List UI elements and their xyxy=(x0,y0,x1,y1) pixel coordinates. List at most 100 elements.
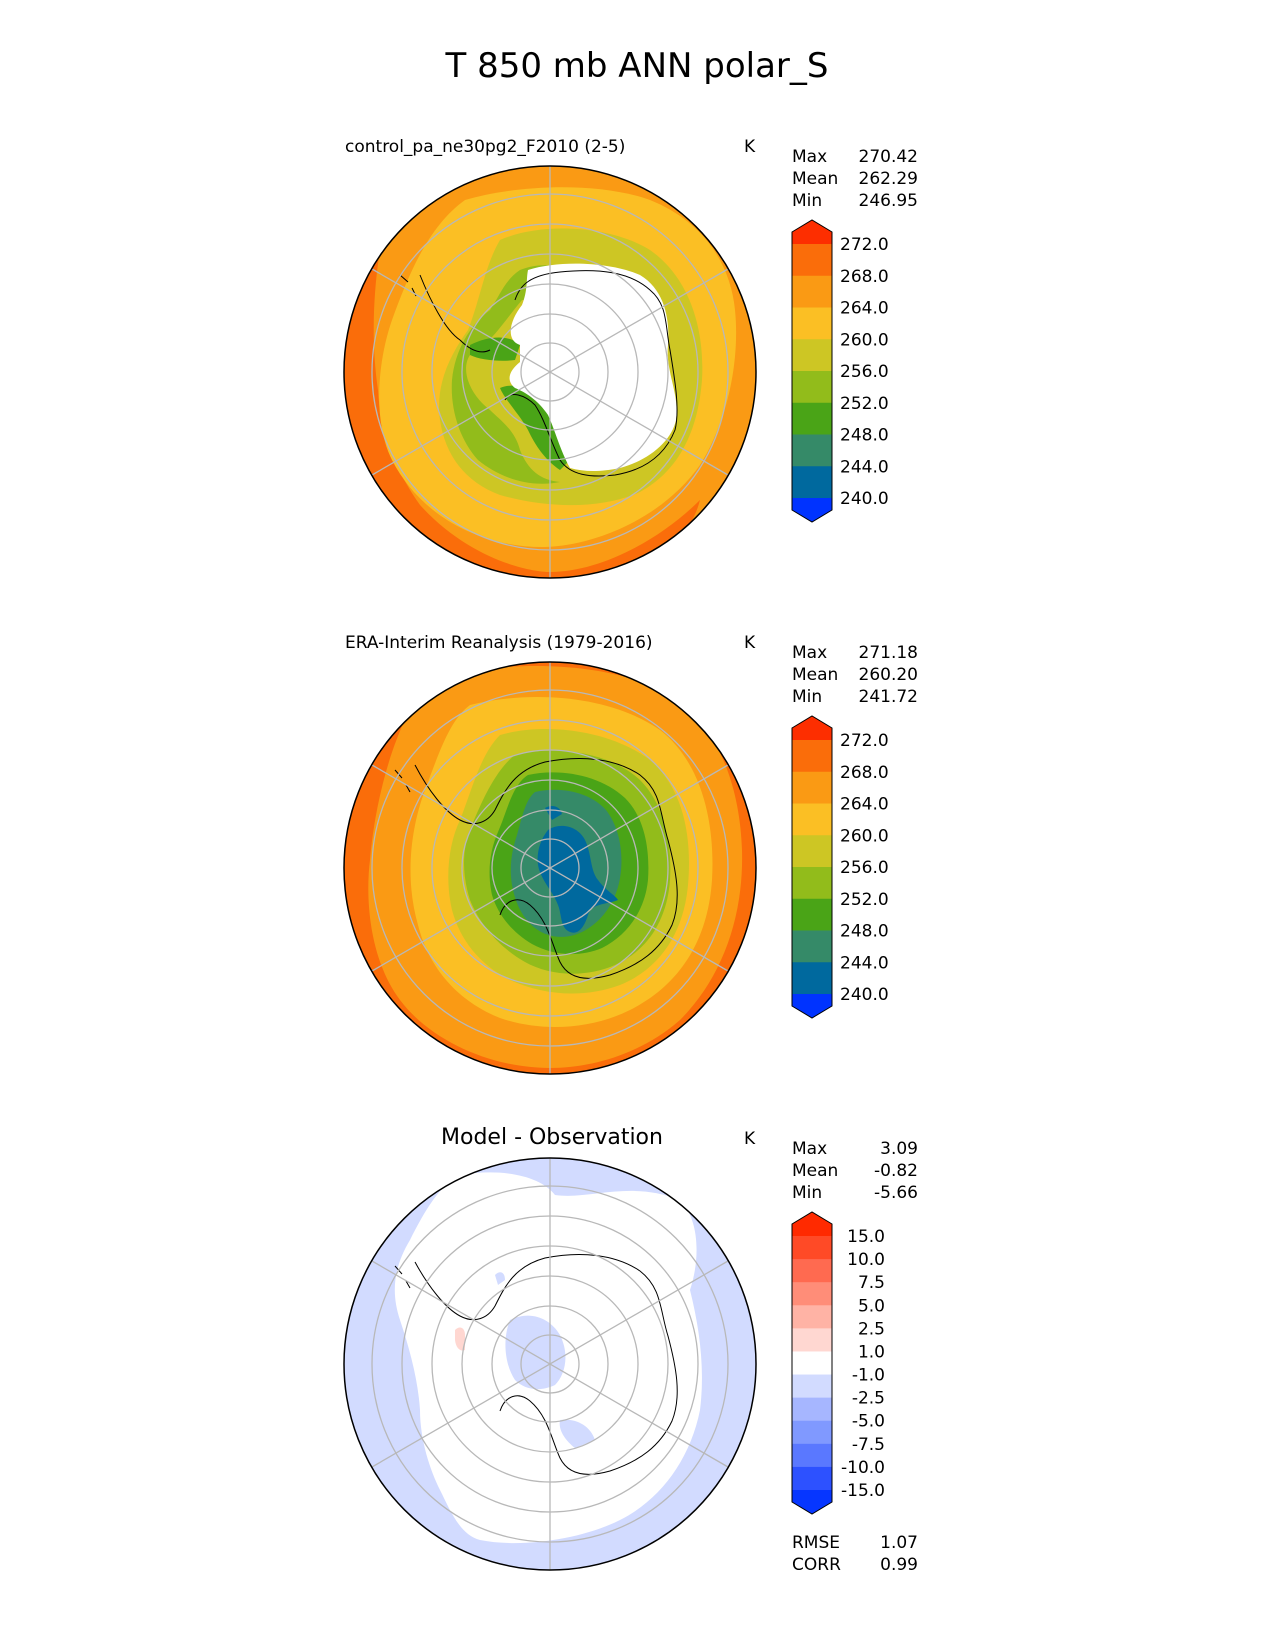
colorbar-extension-max xyxy=(792,1212,832,1236)
stat-value: 241.72 xyxy=(859,687,918,707)
colorbar-tick-label: 252.0 xyxy=(840,890,889,910)
colorbar-band xyxy=(792,1236,832,1260)
stat-value: 271.18 xyxy=(859,643,918,663)
panel-ref-units: K xyxy=(744,633,756,653)
colorbar-band xyxy=(792,962,832,995)
colorbar-tick-label: 248.0 xyxy=(840,922,889,942)
colorbar-tick-label: 244.0 xyxy=(840,457,889,477)
meridian-line xyxy=(371,1260,729,1468)
stat-value: 270.42 xyxy=(859,147,918,167)
colorbar-outline xyxy=(791,219,833,523)
colorbar-tick-label: 248.0 xyxy=(840,426,889,446)
colorbar-band xyxy=(792,371,832,404)
colorbar-band xyxy=(792,339,832,372)
meridian-line xyxy=(371,764,729,972)
colorbar-band xyxy=(792,803,832,836)
polar-grid xyxy=(371,166,729,578)
colorbar: 272.0 268.0 264.0 260.0 256.0 252.0 248.0 244.0… xyxy=(791,219,889,523)
stat-value: 3.09 xyxy=(880,1139,918,1159)
colorbar-tick-label: 260.0 xyxy=(840,330,889,350)
metric-value: 0.99 xyxy=(880,1555,918,1575)
colorbar-extension-max xyxy=(792,220,832,244)
colorbar-tick-label: 15.0 xyxy=(847,1227,885,1247)
panel-test: control_pa_ne30pg2_F2010 (2-5) K Max 270… xyxy=(343,137,918,579)
stat-label: Min xyxy=(792,687,822,707)
colorbar-band xyxy=(792,1351,832,1376)
stat-label: Min xyxy=(792,1183,822,1203)
metric-label: RMSE xyxy=(792,1533,840,1553)
stat-label: Max xyxy=(792,643,827,663)
colorbar-tick-label: 268.0 xyxy=(840,267,889,287)
stat-value: 246.95 xyxy=(859,191,918,211)
colorbar-tick-label: 272.0 xyxy=(840,731,889,751)
map-boundary xyxy=(343,165,757,579)
colorbar-tick-label: -10.0 xyxy=(841,1458,885,1478)
map-fill xyxy=(495,1272,595,1448)
map-fill xyxy=(509,263,677,471)
metric-label: CORR xyxy=(792,1555,841,1575)
colorbar-band xyxy=(792,244,832,277)
colorbar-band xyxy=(792,771,832,805)
colorbar-band xyxy=(792,867,832,900)
stat-label: Mean xyxy=(792,169,838,189)
coastline xyxy=(399,270,678,477)
panel-test-name: control_pa_ne30pg2_F2010 (2-5) xyxy=(345,137,625,157)
map-fill xyxy=(451,265,570,484)
colorbar-tick-label: 7.5 xyxy=(858,1273,885,1293)
colorbar-band xyxy=(792,1305,832,1329)
colorbar-band xyxy=(792,1374,832,1399)
colorbar-band xyxy=(792,1420,832,1445)
colorbar-tick-label: 272.0 xyxy=(840,235,889,255)
panel-ref-name: ERA-Interim Reanalysis (1979-2016) xyxy=(345,633,653,653)
stat-value: 262.29 xyxy=(859,169,918,189)
colorbar-band xyxy=(792,275,832,309)
stat-label: Mean xyxy=(792,665,838,685)
stat-label: Max xyxy=(792,1139,827,1159)
panel-diff-name: Model - Observation xyxy=(441,1125,663,1150)
colorbar-band xyxy=(792,1466,832,1491)
colorbar-band xyxy=(792,434,832,467)
colorbar-band xyxy=(792,466,832,499)
colorbar-tick-label: -2.5 xyxy=(852,1389,885,1409)
colorbar-band xyxy=(792,1397,832,1422)
colorbar-tick-label: -7.5 xyxy=(852,1435,885,1455)
colorbar-extension-min xyxy=(792,498,832,522)
colorbar-tick-label: 256.0 xyxy=(840,362,889,382)
panel-diff: Model - Observation K Max 3.09 Mean -0.8… xyxy=(343,1125,918,1575)
colorbar-tick-label: 2.5 xyxy=(858,1319,885,1339)
stat-value: -0.82 xyxy=(874,1161,918,1181)
colorbar: 15.0 10.0 7.5 5.0 2.5 1.0 -1.0 -2.5 -5.0 -7.5 -10.… xyxy=(791,1211,885,1515)
map-fill xyxy=(455,1327,465,1351)
panel-test-units: K xyxy=(744,137,756,157)
colorbar-tick-label: 240.0 xyxy=(840,489,889,509)
colorbar-tick-label: 264.0 xyxy=(840,299,889,319)
colorbar-band xyxy=(792,740,832,773)
panel-ref: ERA-Interim Reanalysis (1979-2016) K Ma xyxy=(343,633,918,1075)
stat-value: 260.20 xyxy=(859,665,918,685)
colorbar-extension-min xyxy=(792,1490,832,1514)
map-boundary xyxy=(343,1157,757,1571)
stat-value: -5.66 xyxy=(874,1183,918,1203)
colorbar-band xyxy=(792,1328,832,1353)
colorbar-tick-label: 264.0 xyxy=(840,795,889,815)
colorbar-tick-label: 260.0 xyxy=(840,826,889,846)
stat-label: Mean xyxy=(792,1161,838,1181)
colorbar-band xyxy=(792,1259,832,1283)
colorbar: 272.0 268.0 264.0 260.0 256.0 252.0 248.0 244.0… xyxy=(791,715,889,1019)
colorbar-extension-min xyxy=(792,994,832,1018)
colorbar-tick-label: 5.0 xyxy=(858,1296,885,1316)
colorbar-band xyxy=(792,930,832,963)
metric-value: 1.07 xyxy=(880,1533,918,1553)
colorbar-outline xyxy=(791,1211,833,1515)
stat-label: Max xyxy=(792,147,827,167)
colorbar-band xyxy=(792,898,832,932)
figure-title: T 850 mb ANN polar_S xyxy=(445,46,829,86)
colorbar-tick-label: 240.0 xyxy=(840,985,889,1005)
meridian-line xyxy=(371,268,729,476)
colorbar-tick-label: 244.0 xyxy=(840,953,889,973)
colorbar-tick-label: 268.0 xyxy=(840,763,889,783)
stat-label: Min xyxy=(792,191,822,211)
colorbar-tick-label: 252.0 xyxy=(840,394,889,414)
colorbar-band xyxy=(792,1443,832,1468)
